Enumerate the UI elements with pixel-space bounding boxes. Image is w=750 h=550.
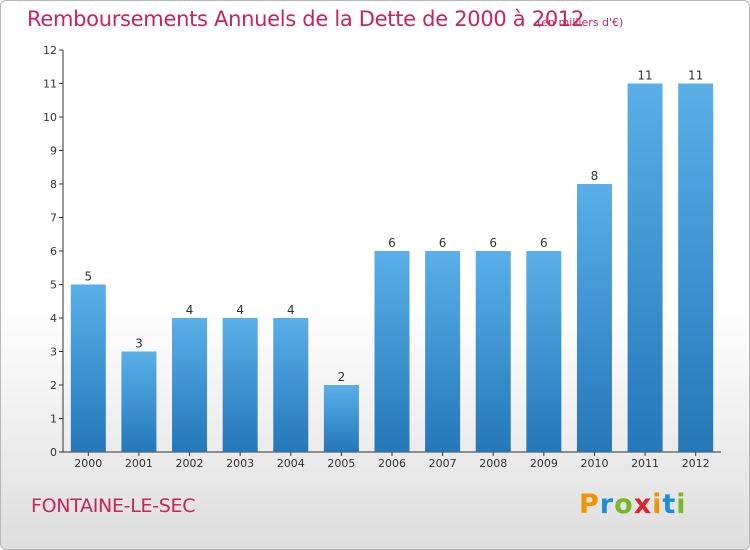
x-tick-label: 2006 (378, 457, 406, 470)
bar-2003 (222, 318, 258, 452)
y-tick-label: 7 (50, 212, 57, 225)
data-labels: 5 3 4 4 4 2 6 6 6 6 8 11 11 (84, 69, 703, 385)
bar-2006 (374, 251, 410, 452)
y-tick-label: 2 (50, 379, 57, 392)
y-tick-label: 6 (50, 245, 57, 258)
data-label: 4 (186, 303, 194, 317)
y-tick-label: 10 (43, 111, 57, 124)
bar-2010 (576, 184, 612, 452)
y-tick-label: 4 (50, 312, 57, 325)
x-tick-label: 2005 (327, 457, 355, 470)
proxiti-logo[interactable]: Proxiti (579, 489, 687, 520)
y-tick-label: 0 (50, 446, 57, 459)
data-label: 4 (287, 303, 295, 317)
logo-letter: x (633, 489, 653, 520)
chart-unit: (en milliers d'€) (537, 16, 624, 29)
bar-2000 (70, 284, 106, 452)
y-tick-label: 3 (50, 346, 57, 359)
x-axis: 2000 2001 2002 2003 2004 2005 2006 2007 2008 2009… (63, 451, 721, 470)
x-tick-label: 2002 (176, 457, 204, 470)
y-tick-label: 9 (50, 145, 57, 158)
bar-2008 (475, 251, 511, 452)
bar-2012 (678, 83, 714, 452)
logo-letter: t (662, 489, 677, 520)
data-label: 6 (540, 236, 548, 250)
chart-title: Remboursements Annuels de la Dette de 20… (27, 7, 584, 31)
x-tick-label: 2008 (479, 457, 507, 470)
logo-letter: i (676, 489, 687, 520)
x-tick-label: 2001 (125, 457, 153, 470)
y-tick-label: 5 (50, 279, 57, 292)
y-tick-label: 1 (50, 413, 57, 426)
x-tick-label: 2011 (631, 457, 659, 470)
logo-letter: r (599, 489, 615, 520)
data-label: 2 (338, 370, 346, 384)
data-label: 6 (439, 236, 447, 250)
bar-2007 (425, 251, 461, 452)
bar-2011 (627, 83, 663, 452)
data-label: 11 (688, 69, 703, 83)
data-label: 11 (637, 69, 652, 83)
place-name: FONTAINE-LE-SEC (31, 495, 196, 517)
logo-letter: o (614, 489, 634, 520)
y-tick-label: 12 (43, 44, 57, 57)
data-label: 5 (84, 270, 92, 284)
logo-letter: i (652, 489, 663, 520)
x-tick-label: 2000 (74, 457, 102, 470)
y-tick-label: 11 (43, 78, 57, 91)
bar-2009 (526, 251, 562, 452)
data-label: 4 (236, 303, 244, 317)
x-tick-label: 2004 (277, 457, 305, 470)
data-label: 6 (489, 236, 497, 250)
data-label: 8 (591, 169, 599, 183)
bar-2001 (121, 351, 157, 452)
x-tick-label: 2003 (226, 457, 254, 470)
x-tick-label: 2009 (530, 457, 558, 470)
y-tick-label: 8 (50, 178, 57, 191)
logo-letter: P (579, 489, 600, 520)
bar-2005 (323, 385, 359, 452)
data-label: 6 (388, 236, 396, 250)
data-label: 3 (135, 337, 143, 351)
bars (70, 83, 714, 452)
x-tick-label: 2007 (429, 457, 457, 470)
x-tick-label: 2010 (580, 457, 608, 470)
bar-2004 (273, 318, 309, 452)
x-tick-label: 2012 (682, 457, 710, 470)
bar-2002 (172, 318, 208, 452)
